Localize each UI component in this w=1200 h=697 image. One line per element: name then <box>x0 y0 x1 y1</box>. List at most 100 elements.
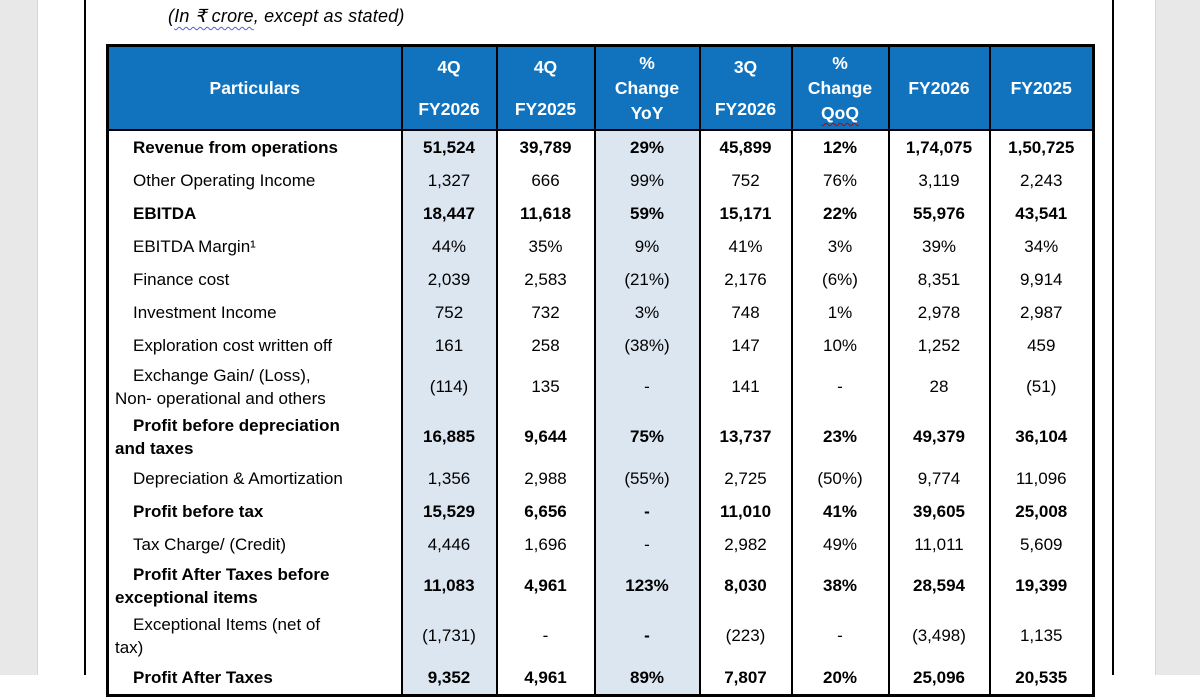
value-cell: 9,774 <box>887 462 991 495</box>
row-label: EBITDA Margin¹ <box>106 230 403 263</box>
value-cell: 89% <box>593 661 701 696</box>
header-line: % <box>832 53 848 73</box>
value-cell: 135 <box>495 362 596 412</box>
table-row: Finance cost 2,039 2,583 (21%) 2,176 (6%) 8,35… <box>106 263 1095 296</box>
value-cell: (223) <box>698 611 793 661</box>
value-cell: (6%) <box>790 263 890 296</box>
table-header-row: Particulars 4Q FY2026 4Q FY2025% Change YoY 3Q… <box>106 45 1095 131</box>
value-cell: 161 <box>400 329 498 362</box>
row-label: Profit before depreciation and taxes <box>106 412 403 462</box>
value-cell: 2,583 <box>495 263 596 296</box>
value-cell: 2,978 <box>887 296 991 329</box>
value-cell: 2,987 <box>988 296 1095 329</box>
header-line: Change <box>614 78 680 98</box>
value-cell: 1,356 <box>400 462 498 495</box>
header-line: FY2026 <box>714 99 777 119</box>
table-row: Other Operating Income 1,327 666 99% 752 76% 3… <box>106 164 1095 197</box>
value-cell: (3,498) <box>887 611 991 661</box>
header-line: FY2026 <box>908 78 970 98</box>
value-cell: 45,899 <box>698 130 793 164</box>
value-cell: 29% <box>593 130 701 164</box>
value-cell: 25,008 <box>988 495 1095 528</box>
table-row: Tax Charge/ (Credit) 4,446 1,696-2,982 49% 1… <box>106 528 1095 561</box>
value-cell: 44% <box>400 230 498 263</box>
value-cell: - <box>593 528 701 561</box>
value-cell: 39,605 <box>887 495 991 528</box>
header-line: 4Q <box>437 57 461 77</box>
value-cell: 38% <box>790 561 890 611</box>
value-cell: 1,135 <box>988 611 1095 661</box>
value-cell: 4,446 <box>400 528 498 561</box>
table-row: Profit After Taxes 9,352 4,961 89% 7,807 20% 2… <box>106 661 1095 696</box>
value-cell: 55,976 <box>887 197 991 230</box>
table-row: EBITDA Margin¹ 44% 35% 9% 41% 3% 39% 34% <box>106 230 1095 263</box>
table-row: Exchange Gain/ (Loss), Non- operational … <box>106 362 1095 412</box>
header-line: Change <box>807 78 873 98</box>
value-cell: 748 <box>698 296 793 329</box>
value-cell: 752 <box>400 296 498 329</box>
value-cell: 11,618 <box>495 197 596 230</box>
value-cell: 2,988 <box>495 462 596 495</box>
table-row: Profit before tax 15,529 6,656-11,010 41% 39… <box>106 495 1095 528</box>
value-cell: 3% <box>790 230 890 263</box>
row-label: Profit before tax <box>106 495 403 528</box>
row-label: Exploration cost written off <box>106 329 403 362</box>
value-cell: (38%) <box>593 329 701 362</box>
value-cell: 18,447 <box>400 197 498 230</box>
caption-prefix: ( <box>168 6 175 26</box>
value-cell: 2,982 <box>698 528 793 561</box>
value-cell: 3,119 <box>887 164 991 197</box>
value-cell: 10% <box>790 329 890 362</box>
header-line: % <box>639 53 655 73</box>
row-label: Tax Charge/ (Credit) <box>106 528 403 561</box>
value-cell: 20% <box>790 661 890 696</box>
row-label: Other Operating Income <box>106 164 403 197</box>
value-cell: 23% <box>790 412 890 462</box>
value-cell: 41% <box>698 230 793 263</box>
value-cell: 3% <box>593 296 701 329</box>
value-cell: (50%) <box>790 462 890 495</box>
table-row: Revenue from operations 51,524 39,789 29% 45… <box>106 130 1095 164</box>
value-cell: 15,529 <box>400 495 498 528</box>
value-cell: (55%) <box>593 462 701 495</box>
row-label: Finance cost <box>106 263 403 296</box>
left-page-margin <box>0 0 38 675</box>
particulars-header-label: Particulars <box>209 78 300 98</box>
value-cell: 9,914 <box>988 263 1095 296</box>
value-cell: 13,737 <box>698 412 793 462</box>
row-label: Profit After Taxes before exceptional it… <box>106 561 403 611</box>
value-cell: - <box>790 611 890 661</box>
value-cell: 22% <box>790 197 890 230</box>
value-cell: 25,096 <box>887 661 991 696</box>
value-cell: 666 <box>495 164 596 197</box>
table-row: Exploration cost written off 161 258 (38%) 1… <box>106 329 1095 362</box>
header-line: FY2026 <box>418 99 480 119</box>
table-caption: (In ₹ crore, except as stated) <box>168 6 405 27</box>
value-cell: - <box>593 495 701 528</box>
header-line: FY2025 <box>514 99 577 119</box>
column-header-4q-fy2026: 4Q FY2026 <box>400 45 498 131</box>
value-cell: (1,731) <box>400 611 498 661</box>
table-row: Profit before depreciation and taxes 16,8… <box>106 412 1095 462</box>
value-cell: - <box>593 362 701 412</box>
row-label: EBITDA <box>106 197 403 230</box>
value-cell: 9% <box>593 230 701 263</box>
value-cell: 8,030 <box>698 561 793 611</box>
value-cell: 28,594 <box>887 561 991 611</box>
value-cell: 732 <box>495 296 596 329</box>
value-cell: (51) <box>988 362 1095 412</box>
column-header-4q-fy2025: 4Q FY2025 <box>495 45 596 131</box>
right-page-margin <box>1155 0 1200 675</box>
row-label: Exceptional Items (net of tax) <box>106 611 403 661</box>
row-label: Depreciation & Amortization <box>106 462 403 495</box>
value-cell: 49% <box>790 528 890 561</box>
value-cell: (21%) <box>593 263 701 296</box>
value-cell: 76% <box>790 164 890 197</box>
value-cell: 12% <box>790 130 890 164</box>
header-line: FY2025 <box>1010 78 1072 98</box>
value-cell: 9,352 <box>400 661 498 696</box>
value-cell: 28 <box>887 362 991 412</box>
value-cell: 8,351 <box>887 263 991 296</box>
value-cell: 1,696 <box>495 528 596 561</box>
value-cell: 1% <box>790 296 890 329</box>
